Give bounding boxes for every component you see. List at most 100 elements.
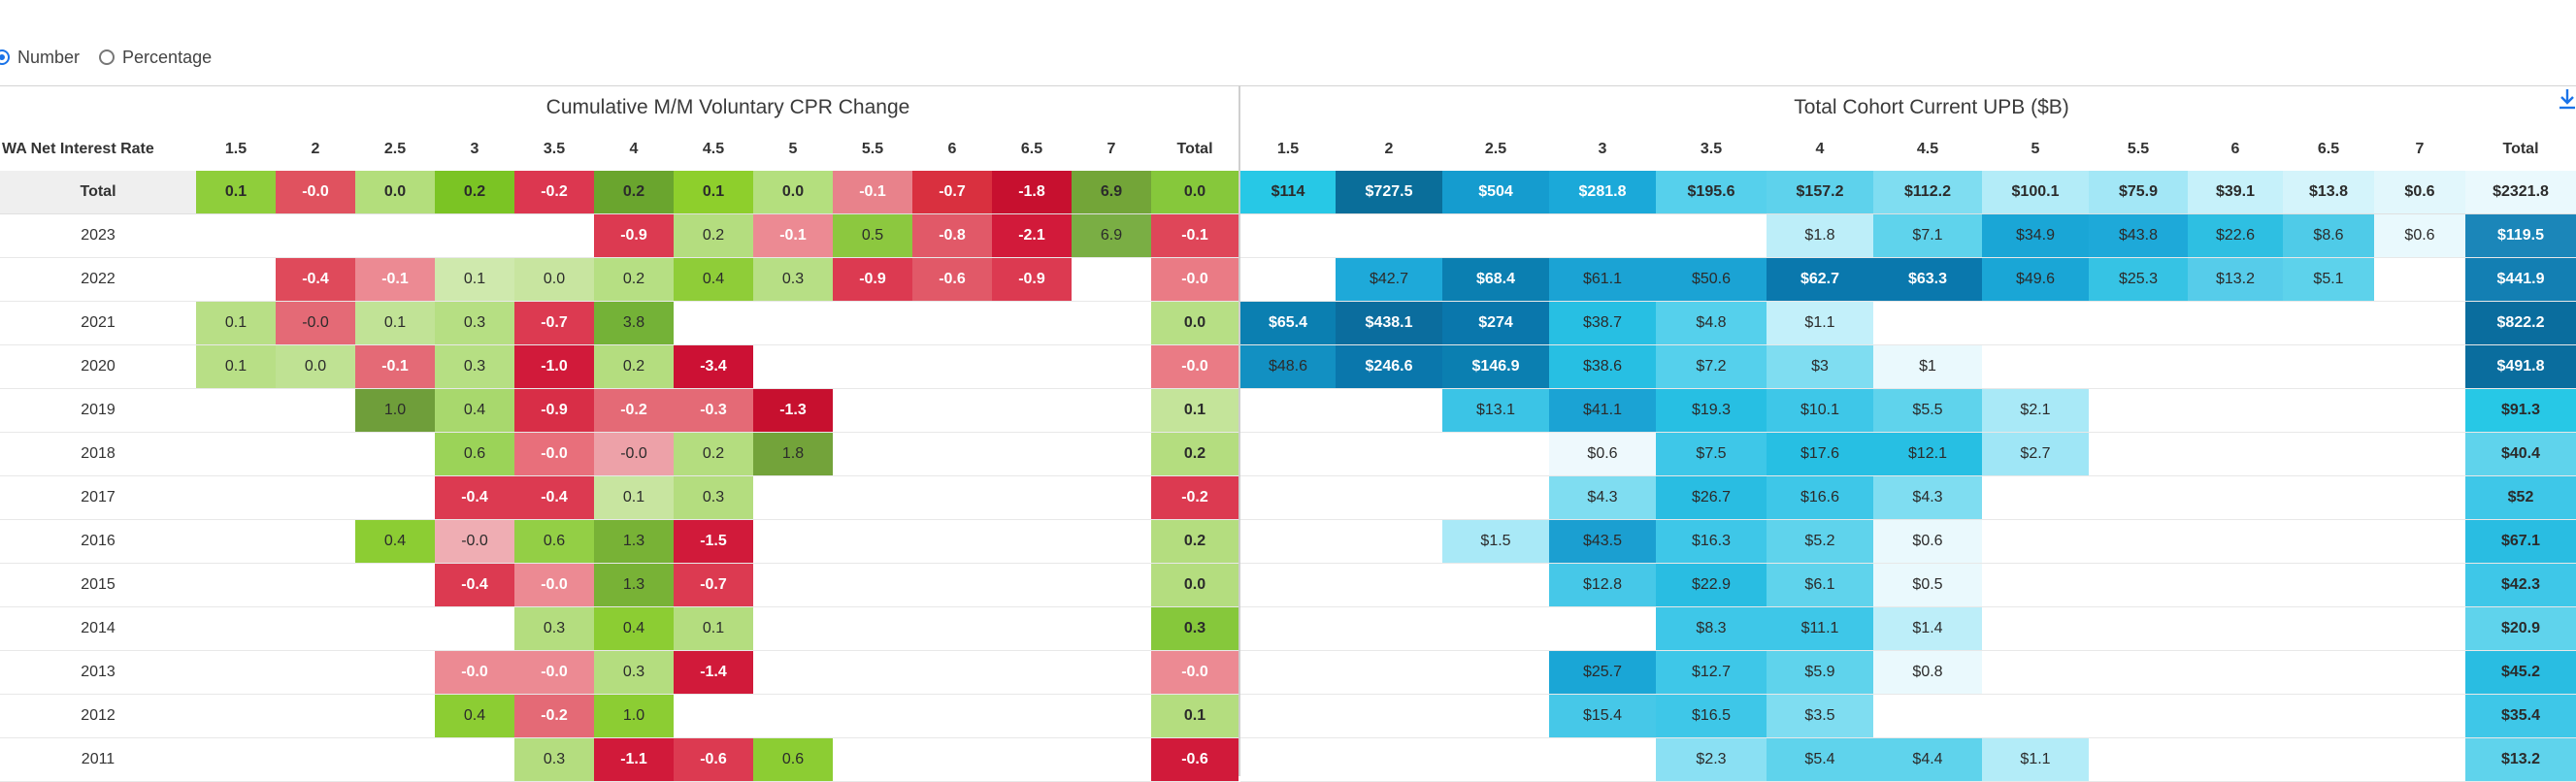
cpr-cell[interactable]: 0.5 (833, 213, 912, 258)
upb-cell[interactable]: $2.7 (1982, 432, 2089, 476)
upb-cell[interactable]: $16.6 (1767, 475, 1873, 520)
cpr-cell[interactable]: 0.3 (674, 475, 753, 520)
cpr-cell[interactable]: 0.0 (514, 257, 594, 302)
cpr-cell[interactable]: 0.2 (1151, 432, 1238, 476)
upb-cell[interactable]: $1.5 (1442, 519, 1549, 564)
upb-col-header-5-5[interactable]: 5.5 (2127, 141, 2150, 157)
cpr-cell[interactable]: 0.6 (514, 519, 594, 564)
upb-cell[interactable]: $35.4 (2465, 694, 2576, 738)
upb-cell[interactable]: $5.9 (1767, 650, 1873, 695)
cpr-cell[interactable]: 0.4 (435, 694, 514, 738)
cpr-cell[interactable]: -0.7 (674, 563, 753, 607)
cpr-cell[interactable]: 0.1 (674, 606, 753, 651)
cpr-cell[interactable]: -1.0 (514, 344, 594, 389)
cpr-cell[interactable]: -0.0 (514, 563, 594, 607)
cpr-cell[interactable]: 0.1 (435, 257, 514, 302)
cpr-cell[interactable]: 0.0 (1151, 301, 1238, 345)
upb-cell[interactable]: $50.6 (1656, 257, 1767, 302)
cpr-cell[interactable]: -0.4 (276, 257, 355, 302)
upb-cell[interactable]: $8.6 (2283, 213, 2374, 258)
cpr-cell[interactable]: -0.3 (674, 388, 753, 433)
cpr-col-header-3[interactable]: 3 (470, 141, 479, 157)
upb-cell[interactable]: $25.3 (2089, 257, 2188, 302)
cpr-cell[interactable]: 0.1 (355, 301, 435, 345)
cpr-cell[interactable]: -0.4 (435, 563, 514, 607)
upb-cell[interactable]: $13.8 (2283, 171, 2374, 214)
cpr-cell[interactable]: 0.1 (674, 171, 753, 214)
upb-cell[interactable]: $75.9 (2089, 171, 2188, 214)
upb-cell[interactable]: $49.6 (1982, 257, 2089, 302)
percentage-radio-indicator[interactable] (99, 49, 116, 65)
upb-cell[interactable]: $12.1 (1873, 432, 1982, 476)
upb-cell[interactable]: $15.4 (1549, 694, 1656, 738)
upb-cell[interactable]: $146.9 (1442, 344, 1549, 389)
upb-cell[interactable]: $13.1 (1442, 388, 1549, 433)
cpr-cell[interactable]: 0.6 (753, 737, 833, 782)
cpr-cell[interactable]: 0.2 (594, 171, 674, 214)
cpr-cell[interactable]: 0.2 (674, 432, 753, 476)
cpr-cell[interactable]: -0.9 (833, 257, 912, 302)
upb-cell[interactable]: $3 (1767, 344, 1873, 389)
cpr-cell[interactable]: 1.0 (594, 694, 674, 738)
upb-cell[interactable]: $2321.8 (2465, 171, 2576, 214)
cpr-cell[interactable]: 0.3 (594, 650, 674, 695)
upb-cell[interactable]: $42.3 (2465, 563, 2576, 607)
cpr-cell[interactable]: 0.2 (594, 344, 674, 389)
cpr-cell[interactable]: -0.4 (514, 475, 594, 520)
upb-cell[interactable]: $7.1 (1873, 213, 1982, 258)
upb-cell[interactable]: $119.5 (2465, 213, 2576, 258)
cpr-cell[interactable]: -3.4 (674, 344, 753, 389)
upb-cell[interactable]: $0.6 (1549, 432, 1656, 476)
cpr-cell[interactable]: -1.5 (674, 519, 753, 564)
cpr-cell[interactable]: -0.0 (594, 432, 674, 476)
cpr-cell[interactable]: 0.2 (435, 171, 514, 214)
upb-cell[interactable]: $34.9 (1982, 213, 2089, 258)
cpr-cell[interactable]: 0.1 (594, 475, 674, 520)
upb-cell[interactable]: $0.5 (1873, 563, 1982, 607)
cpr-cell[interactable]: 0.3 (435, 344, 514, 389)
cpr-cell[interactable]: -0.1 (1151, 213, 1238, 258)
cpr-cell[interactable]: -0.9 (594, 213, 674, 258)
upb-cell[interactable]: $7.5 (1656, 432, 1767, 476)
cpr-cell[interactable]: 0.0 (753, 171, 833, 214)
upb-cell[interactable]: $100.1 (1982, 171, 2089, 214)
upb-cell[interactable]: $0.6 (2374, 213, 2465, 258)
cpr-cell[interactable]: -0.4 (435, 475, 514, 520)
cpr-cell[interactable]: 0.1 (196, 301, 276, 345)
cpr-cell[interactable]: -0.2 (1151, 475, 1238, 520)
upb-cell[interactable]: $38.6 (1549, 344, 1656, 389)
cpr-cell[interactable]: -0.6 (912, 257, 992, 302)
upb-cell[interactable]: $17.6 (1767, 432, 1873, 476)
upb-cell[interactable]: $62.7 (1767, 257, 1873, 302)
upb-col-header-5[interactable]: 5 (2031, 141, 2040, 157)
cpr-cell[interactable]: -1.1 (594, 737, 674, 782)
upb-cell[interactable]: $5.1 (2283, 257, 2374, 302)
cpr-cell[interactable]: 1.3 (594, 519, 674, 564)
upb-cell[interactable]: $4.8 (1656, 301, 1767, 345)
upb-cell[interactable]: $157.2 (1767, 171, 1873, 214)
upb-cell[interactable]: $25.7 (1549, 650, 1656, 695)
upb-cell[interactable]: $727.5 (1336, 171, 1442, 214)
upb-col-header-6[interactable]: 6 (2230, 141, 2240, 157)
upb-col-header-6-5[interactable]: 6.5 (2317, 141, 2340, 157)
cpr-cell[interactable]: 0.1 (1151, 694, 1238, 738)
upb-cell[interactable]: $68.4 (1442, 257, 1549, 302)
cpr-cell[interactable]: -1.8 (992, 171, 1072, 214)
upb-cell[interactable]: $112.2 (1873, 171, 1982, 214)
upb-cell[interactable]: $10.1 (1767, 388, 1873, 433)
upb-cell[interactable]: $26.7 (1656, 475, 1767, 520)
cpr-cell[interactable]: -0.0 (1151, 257, 1238, 302)
upb-cell[interactable]: $441.9 (2465, 257, 2576, 302)
upb-cell[interactable]: $12.7 (1656, 650, 1767, 695)
cpr-cell[interactable]: -0.0 (514, 650, 594, 695)
cpr-cell[interactable]: -0.1 (355, 344, 435, 389)
cpr-cell[interactable]: -0.9 (992, 257, 1072, 302)
upb-cell[interactable]: $65.4 (1240, 301, 1336, 345)
upb-cell[interactable]: $13.2 (2188, 257, 2283, 302)
cpr-col-header-total[interactable]: Total (1176, 141, 1213, 157)
upb-cell[interactable]: $61.1 (1549, 257, 1656, 302)
cpr-cell[interactable]: 0.3 (514, 737, 594, 782)
upb-cell[interactable]: $1.1 (1767, 301, 1873, 345)
upb-cell[interactable]: $16.3 (1656, 519, 1767, 564)
upb-cell[interactable]: $91.3 (2465, 388, 2576, 433)
